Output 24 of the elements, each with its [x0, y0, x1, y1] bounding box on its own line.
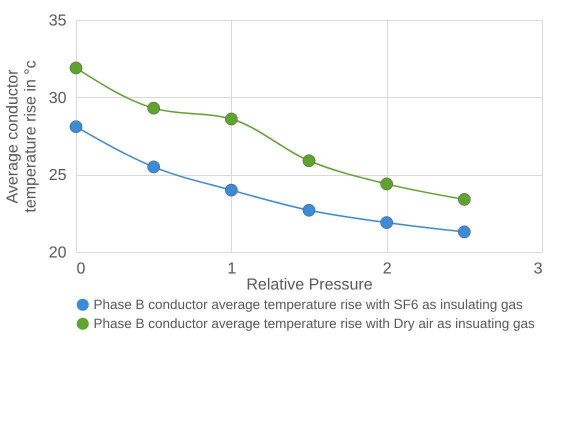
point [458, 193, 471, 206]
point [302, 204, 316, 217]
point [380, 178, 394, 190]
x-tick-label: 3 [534, 260, 543, 278]
x-axis-title: Relative Pressure [246, 276, 373, 294]
point [380, 216, 394, 229]
point [147, 160, 160, 174]
x-tick-label: 0 [76, 260, 86, 278]
x-tick-label: 1 [227, 260, 236, 278]
point [224, 184, 238, 196]
point [147, 102, 160, 115]
point [302, 154, 316, 168]
point [70, 62, 82, 74]
y-tick-label: 20 [48, 244, 67, 262]
y-tick-label: 30 [48, 90, 67, 107]
x-tick-label: 2 [382, 260, 392, 278]
point [70, 120, 82, 134]
y-tick-label: 35 [48, 12, 67, 30]
point [458, 226, 471, 238]
y-tick-label: 25 [48, 167, 67, 184]
legend-label: Phase B conductor average temperature rise with SF6 as insulating gas [94, 296, 523, 312]
point [224, 112, 238, 126]
legend-label: Phase B conductor average temperature rise with Dry air as insuating gas [94, 316, 535, 331]
y-axis-title: Average conductor temperature rise in °c [4, 60, 40, 213]
